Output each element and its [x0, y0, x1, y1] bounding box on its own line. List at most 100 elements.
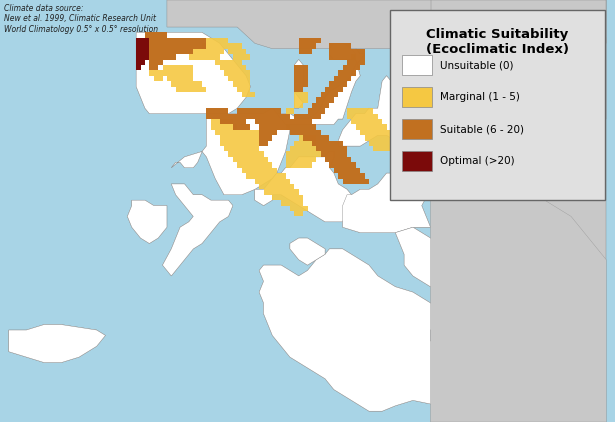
Bar [162, 38, 167, 43]
Bar [141, 49, 145, 54]
Bar [404, 43, 408, 49]
Bar [224, 114, 228, 119]
Bar [264, 168, 268, 173]
Polygon shape [259, 249, 474, 411]
Bar [228, 114, 233, 119]
Bar [448, 54, 453, 60]
Bar [334, 162, 338, 168]
Bar [308, 114, 312, 119]
Polygon shape [295, 60, 303, 92]
Polygon shape [413, 130, 492, 168]
Bar [404, 87, 408, 92]
Bar [430, 27, 435, 32]
Bar [325, 157, 330, 162]
Bar [255, 114, 259, 119]
Bar [259, 162, 264, 168]
Bar [259, 141, 264, 146]
Bar [320, 92, 325, 97]
Bar [145, 49, 149, 54]
Bar [312, 135, 316, 141]
Bar [295, 76, 299, 81]
Bar [303, 65, 308, 70]
Bar [351, 49, 356, 54]
Bar [391, 141, 395, 146]
Bar [285, 179, 290, 184]
Bar [136, 65, 141, 70]
Bar [268, 130, 272, 135]
Bar [356, 114, 360, 119]
Bar [264, 130, 268, 135]
Bar [461, 60, 466, 65]
Bar [439, 54, 443, 60]
Bar [246, 114, 250, 119]
Bar [443, 54, 448, 60]
Bar [162, 32, 167, 38]
Bar [334, 54, 338, 60]
Bar [211, 38, 215, 43]
Bar [162, 54, 167, 60]
Bar [338, 157, 343, 162]
Bar [351, 70, 356, 76]
Bar [426, 54, 430, 60]
Bar [418, 43, 422, 49]
Bar [303, 135, 308, 141]
Bar [246, 114, 250, 119]
Bar [418, 49, 422, 54]
Bar [426, 49, 430, 54]
Bar [356, 49, 360, 54]
Bar [457, 49, 461, 54]
Bar [154, 65, 158, 70]
Bar [299, 38, 303, 43]
Bar [242, 168, 246, 173]
Bar [308, 38, 312, 43]
Bar [413, 81, 418, 87]
Bar [365, 114, 369, 119]
Bar [347, 49, 351, 54]
Bar [220, 108, 224, 114]
Bar [308, 114, 312, 119]
Bar [418, 87, 422, 92]
Bar [334, 76, 338, 81]
Bar [422, 92, 426, 97]
Bar [308, 135, 312, 141]
Bar [316, 114, 320, 119]
Bar [343, 173, 347, 179]
Bar [215, 124, 220, 130]
Bar [404, 70, 408, 76]
Bar [167, 54, 172, 60]
Bar [404, 92, 408, 97]
Bar [272, 119, 277, 124]
Bar [426, 27, 430, 32]
Bar [224, 119, 228, 124]
Bar [395, 70, 400, 76]
Bar [343, 76, 347, 81]
Bar [264, 108, 268, 114]
Bar [351, 173, 356, 179]
Bar [295, 103, 299, 108]
Bar [435, 27, 439, 32]
Bar [334, 92, 338, 97]
Bar [145, 38, 149, 43]
Bar [295, 211, 299, 216]
Bar [395, 141, 400, 146]
Bar [295, 87, 299, 92]
Bar [430, 22, 435, 27]
Bar [479, 54, 483, 60]
Bar [211, 54, 215, 60]
Bar [299, 81, 303, 87]
Bar [343, 168, 347, 173]
Bar [325, 103, 330, 108]
Bar [295, 70, 299, 76]
Bar [373, 141, 378, 146]
Bar [299, 146, 303, 151]
Bar [435, 22, 439, 27]
Bar [299, 92, 303, 97]
Bar [316, 135, 320, 141]
Bar [299, 130, 303, 135]
Bar [408, 76, 413, 81]
Bar [413, 97, 418, 103]
Bar [365, 179, 369, 184]
Bar [360, 179, 365, 184]
Polygon shape [430, 0, 606, 422]
Bar [242, 65, 246, 70]
